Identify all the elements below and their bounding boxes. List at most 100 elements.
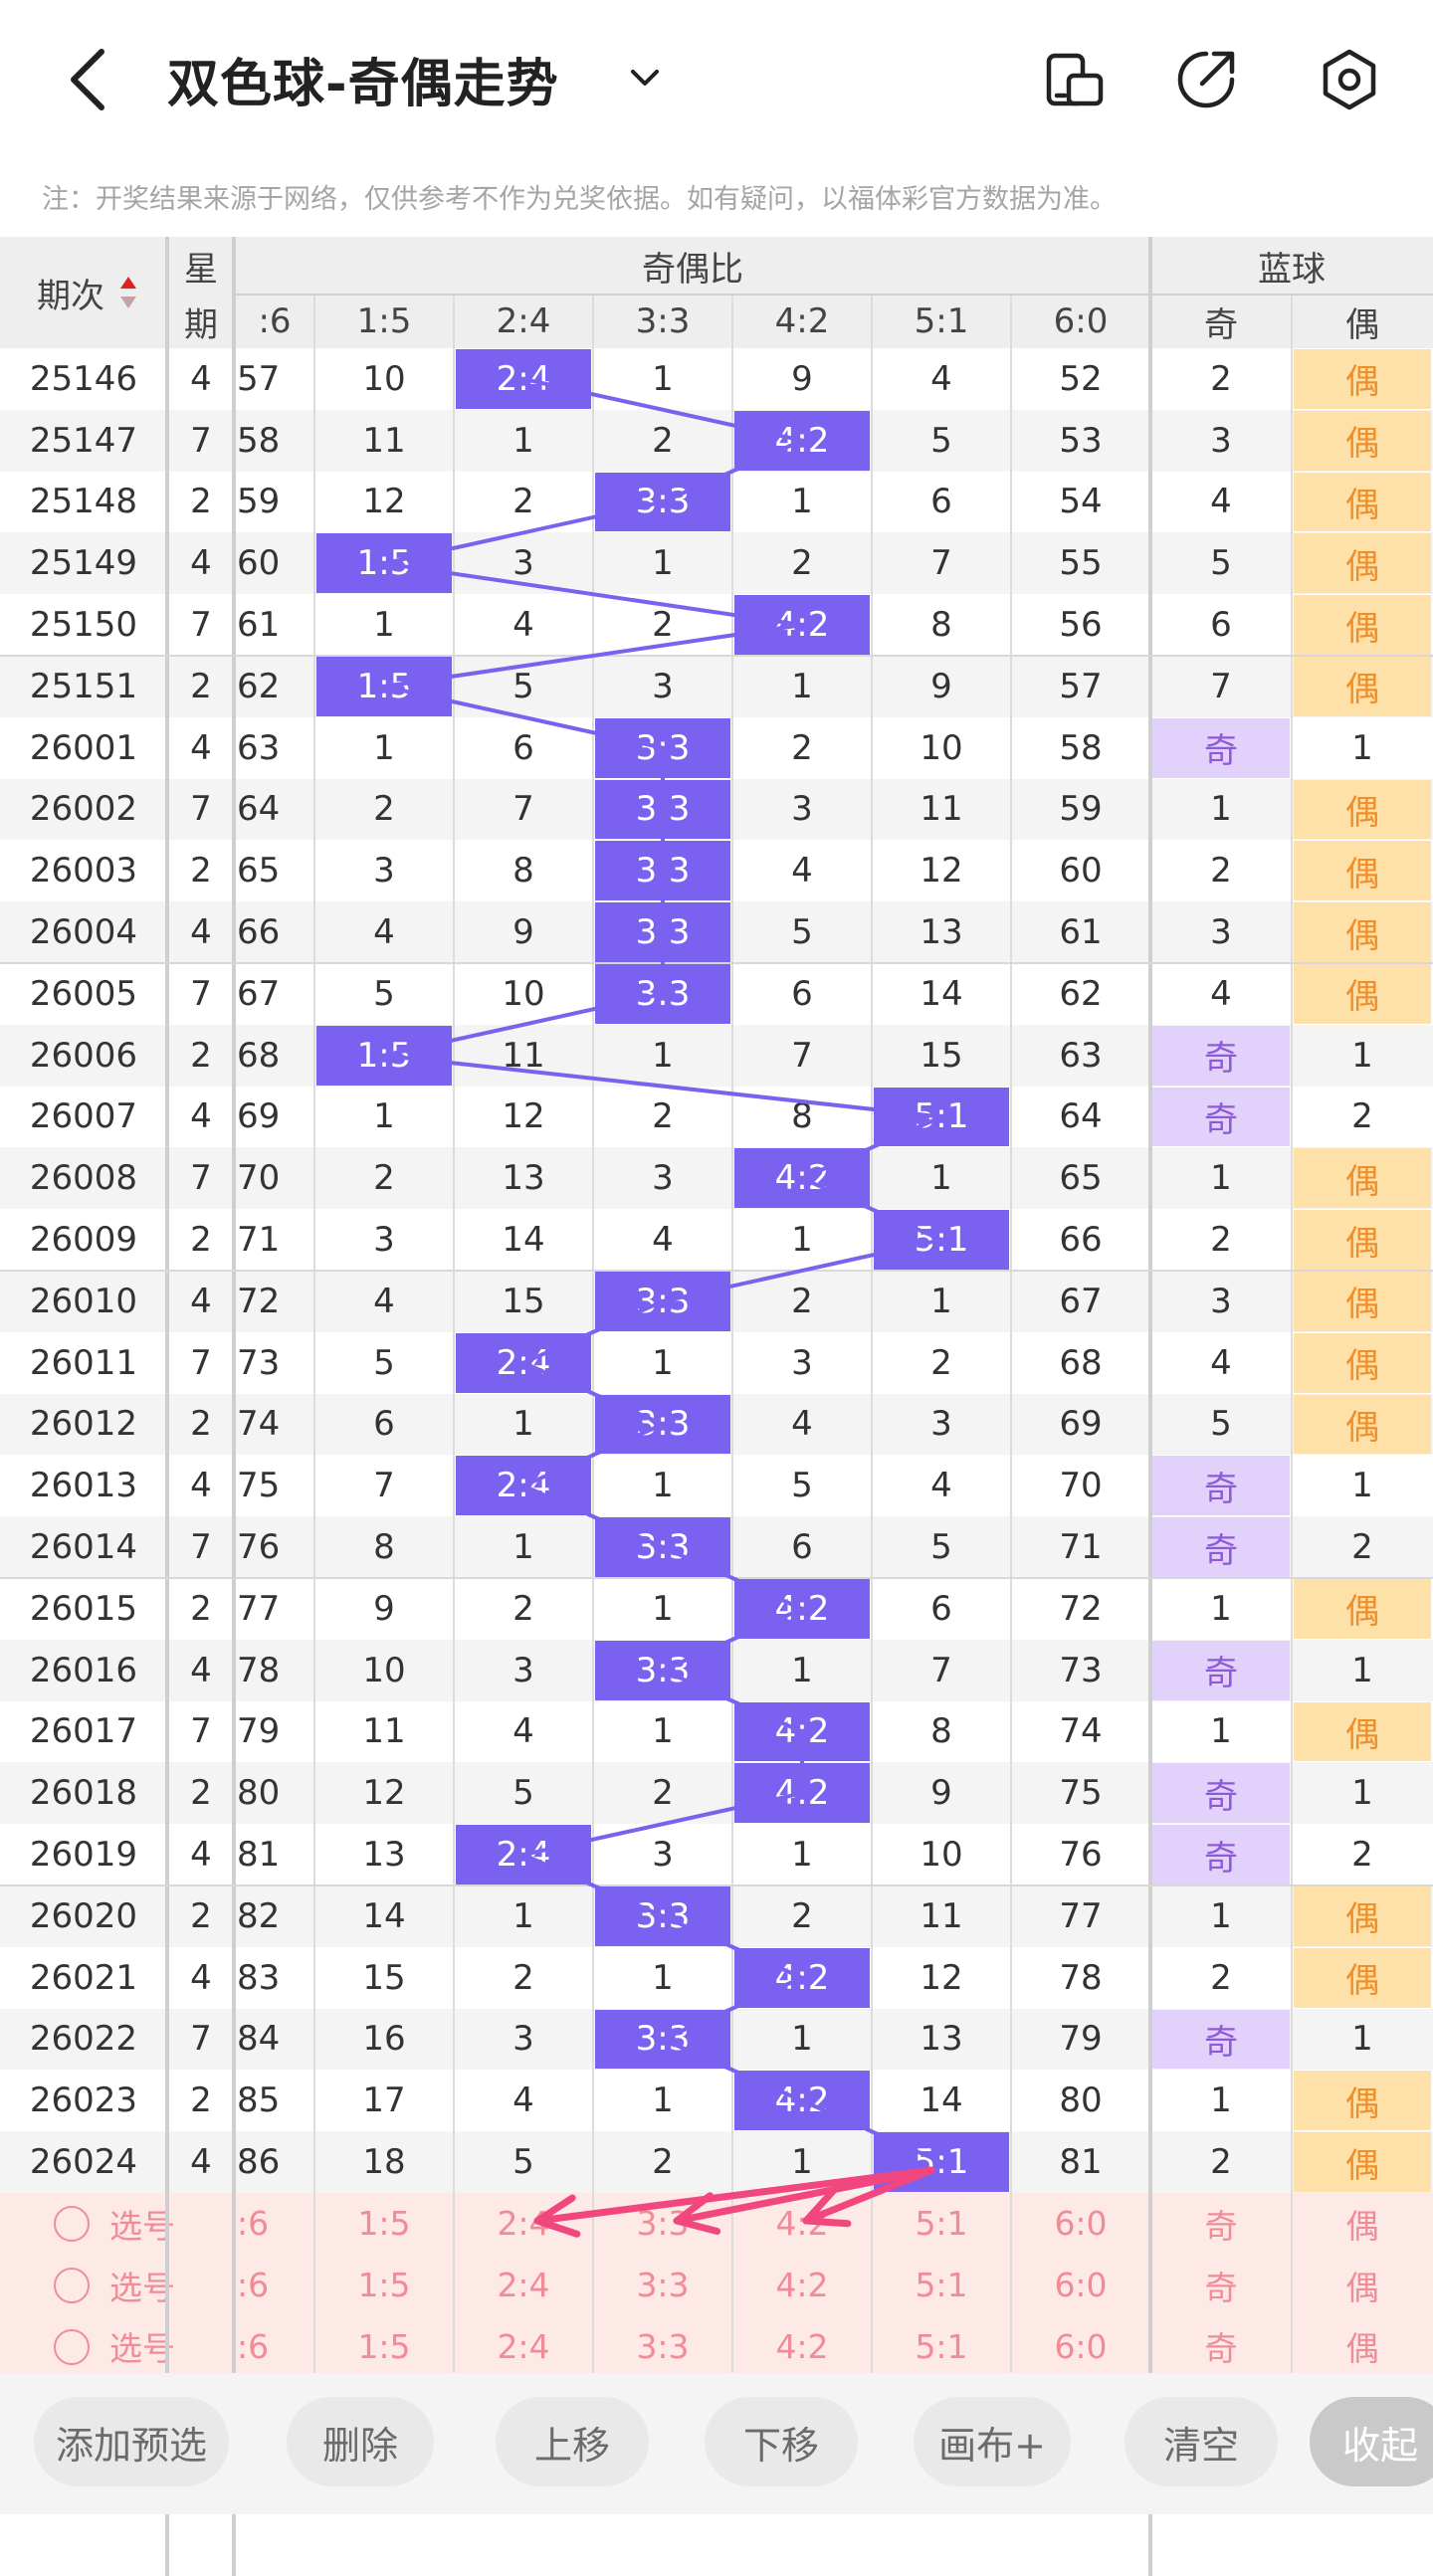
pick-radio[interactable] bbox=[54, 2267, 90, 2303]
ratio-header-4[interactable]: 4:2 bbox=[774, 301, 830, 341]
pick-cell[interactable]: 2:4 bbox=[497, 2266, 550, 2305]
blue-even-cell: 偶 bbox=[1294, 1272, 1431, 1331]
pick-label[interactable]: 选号 bbox=[109, 2268, 175, 2307]
share-icon[interactable] bbox=[1166, 40, 1246, 119]
week-cell: 4 bbox=[190, 1650, 212, 1690]
pick-cell[interactable]: 3:3 bbox=[636, 2326, 690, 2366]
pick-cell[interactable]: 偶 bbox=[1345, 2268, 1379, 2307]
ratio-cell: 53 bbox=[1059, 420, 1103, 461]
pick-cell[interactable]: 5:1 bbox=[915, 2266, 968, 2305]
pick-cell[interactable]: :6 bbox=[237, 2266, 270, 2305]
blue-odd-cell: 2 bbox=[1210, 2142, 1232, 2183]
ratio-cell: 84 bbox=[237, 2019, 281, 2060]
add-preselect-button[interactable]: 添加预选 bbox=[34, 2397, 229, 2486]
ratio-cell: 71 bbox=[1059, 1527, 1103, 1568]
pick-cell[interactable]: 奇 bbox=[1204, 2329, 1238, 2369]
pick-row[interactable] bbox=[0, 2315, 1433, 2378]
pick-cell[interactable]: 4:2 bbox=[775, 2266, 829, 2305]
ratio-cell: 67 bbox=[1059, 1281, 1103, 1321]
rotate-screen-icon[interactable] bbox=[1035, 40, 1115, 119]
pick-cell[interactable]: 3:3 bbox=[636, 2266, 690, 2305]
ratio-cell: 3 bbox=[512, 2019, 534, 2060]
ratio-header-0[interactable]: :6 bbox=[258, 301, 292, 341]
page-title[interactable]: 双色球-奇偶走势 bbox=[167, 55, 559, 114]
ratio-cell: 1 bbox=[652, 1466, 674, 1506]
pick-cell[interactable]: 3:3 bbox=[636, 2204, 690, 2244]
ratio-header-3[interactable]: 3:3 bbox=[635, 301, 691, 341]
ratio-hit-cell: 3:3 bbox=[595, 964, 730, 1024]
settings-icon[interactable] bbox=[1310, 40, 1389, 119]
week-cell: 7 bbox=[190, 2019, 212, 2060]
pick-cell[interactable]: 1:5 bbox=[357, 2266, 411, 2305]
clear-button[interactable]: 清空 bbox=[1125, 2397, 1278, 2486]
pick-cell[interactable]: 5:1 bbox=[915, 2204, 968, 2244]
pick-cell[interactable]: 6:0 bbox=[1054, 2204, 1108, 2244]
ratio-cell: 9 bbox=[791, 358, 813, 399]
pick-cell[interactable]: 奇 bbox=[1204, 2268, 1238, 2307]
pick-cell[interactable]: 2:4 bbox=[497, 2204, 550, 2244]
pick-cell[interactable]: :6 bbox=[237, 2326, 270, 2366]
ratio-cell: 9 bbox=[930, 666, 952, 706]
ratio-cell: 1 bbox=[791, 666, 813, 706]
pick-label[interactable]: 选号 bbox=[109, 2329, 175, 2369]
issue-cell: 26014 bbox=[29, 1527, 138, 1568]
issue-cell: 26010 bbox=[29, 1281, 138, 1321]
ratio-cell: 59 bbox=[237, 482, 281, 522]
week-cell: 7 bbox=[190, 789, 212, 830]
blue-header-0[interactable]: 奇 bbox=[1204, 304, 1238, 345]
pick-cell[interactable]: 偶 bbox=[1345, 2206, 1379, 2246]
pick-radio[interactable] bbox=[54, 2328, 90, 2365]
chevron-down-icon[interactable] bbox=[625, 58, 665, 98]
ratio-cell: 6 bbox=[930, 1588, 952, 1629]
ratio-cell: 2 bbox=[512, 1588, 534, 1629]
ratio-cell: 1 bbox=[791, 1650, 813, 1690]
pick-cell[interactable]: 4:2 bbox=[775, 2204, 829, 2244]
move-up-button[interactable]: 上移 bbox=[496, 2397, 649, 2486]
ratio-cell: 61 bbox=[237, 605, 281, 646]
pick-cell[interactable]: 6:0 bbox=[1054, 2266, 1108, 2305]
blue-header-1[interactable]: 偶 bbox=[1345, 304, 1379, 345]
move-down-button[interactable]: 下移 bbox=[705, 2397, 858, 2486]
ratio-cell: 11 bbox=[502, 1035, 545, 1076]
table-row[interactable] bbox=[0, 1331, 1433, 1394]
ratio-cell: 2 bbox=[373, 1158, 395, 1199]
ratio-cell: 1 bbox=[512, 420, 534, 461]
collapse-button[interactable]: 收起 bbox=[1310, 2397, 1433, 2486]
pick-radio[interactable] bbox=[54, 2206, 90, 2242]
group-separator bbox=[0, 962, 1433, 964]
back-arrow-icon[interactable] bbox=[60, 40, 119, 119]
pick-cell[interactable]: 偶 bbox=[1345, 2329, 1379, 2369]
pick-cell[interactable]: 5:1 bbox=[915, 2326, 968, 2366]
ratio-header-5[interactable]: 5:1 bbox=[914, 301, 969, 341]
pick-label[interactable]: 选号 bbox=[109, 2206, 175, 2246]
issue-column-header[interactable]: 期次 bbox=[37, 276, 104, 316]
ratio-header-1[interactable]: 1:5 bbox=[356, 301, 412, 341]
pick-cell[interactable]: 奇 bbox=[1204, 2206, 1238, 2246]
issue-cell: 26012 bbox=[29, 1404, 138, 1445]
ratio-cell: 6 bbox=[373, 1404, 395, 1445]
week-column-header-2: 期 bbox=[184, 304, 218, 345]
ratio-cell: 1 bbox=[373, 605, 395, 646]
ratio-cell: 83 bbox=[237, 1957, 281, 1998]
pick-cell[interactable]: 2:4 bbox=[497, 2326, 550, 2366]
delete-button[interactable]: 删除 bbox=[287, 2397, 434, 2486]
pick-cell[interactable]: 1:5 bbox=[357, 2326, 411, 2366]
week-cell: 4 bbox=[190, 358, 212, 399]
ratio-hit-cell: 2:4 bbox=[456, 349, 591, 409]
ratio-cell: 77 bbox=[1059, 1895, 1103, 1936]
sort-icon[interactable] bbox=[119, 273, 137, 312]
ratio-cell: 59 bbox=[1059, 789, 1103, 830]
ratio-cell: 7 bbox=[930, 543, 952, 584]
blue-odd-cell: 奇 bbox=[1152, 1640, 1290, 1700]
pick-cell[interactable]: 4:2 bbox=[775, 2326, 829, 2366]
pick-row[interactable] bbox=[0, 2254, 1433, 2316]
pick-cell[interactable]: 6:0 bbox=[1054, 2326, 1108, 2366]
grid-line bbox=[1148, 237, 1152, 2576]
table-row[interactable] bbox=[0, 1147, 1433, 1210]
week-cell: 2 bbox=[190, 1895, 212, 1936]
pick-cell[interactable]: 1:5 bbox=[357, 2204, 411, 2244]
ratio-header-2[interactable]: 2:4 bbox=[496, 301, 551, 341]
pick-cell[interactable]: :6 bbox=[237, 2204, 270, 2244]
ratio-header-6[interactable]: 6:0 bbox=[1053, 301, 1109, 341]
canvas-plus-button[interactable]: 画布+ bbox=[914, 2397, 1071, 2486]
